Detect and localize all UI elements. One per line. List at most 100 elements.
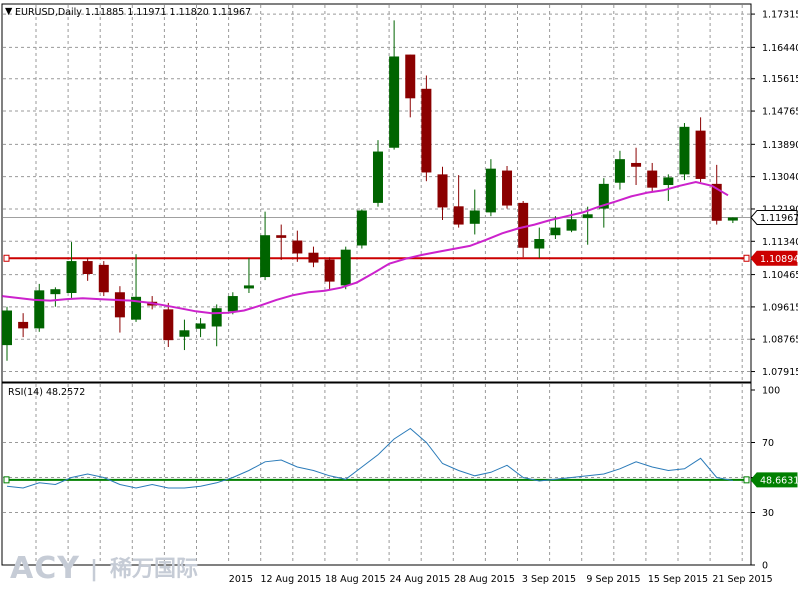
candle-body: [614, 159, 625, 183]
bear-candle: [18, 313, 29, 338]
price-panel-frame: [1, 3, 752, 383]
candle-body: [695, 130, 706, 179]
candle-body: [727, 217, 738, 221]
candle-body: [50, 289, 61, 295]
watermark-logo-text: ACY: [10, 551, 80, 586]
bull-candle: [2, 306, 12, 361]
bull-candle: [34, 283, 45, 332]
candle-body: [389, 56, 400, 148]
candle-body: [711, 183, 722, 221]
candle-body: [453, 206, 464, 225]
candle-body: [566, 219, 577, 231]
bear-candle: [453, 175, 464, 228]
bull-candle: [66, 242, 77, 298]
candle-body: [163, 309, 174, 341]
rsi-level-tag-text: 48.6631: [760, 475, 798, 486]
bear-candle: [98, 261, 109, 297]
current-price-tag-text: 1.11967: [760, 213, 798, 224]
bear-candle: [405, 54, 416, 118]
rsi-level-tag: 48.6631: [750, 472, 798, 488]
price-tags: 1.11967 1.10894 48.6631: [750, 209, 798, 488]
candle-body: [243, 285, 254, 289]
candle-body: [308, 252, 319, 263]
candle-body: [98, 264, 109, 293]
bear-candle: [421, 75, 432, 182]
date-tick-label: 18 Aug 2015: [325, 574, 386, 585]
candle-body: [598, 183, 609, 209]
bull-candle: [211, 304, 222, 347]
rsi-line: [6, 427, 733, 489]
bull-candle: [50, 287, 61, 307]
line-anchor-handle[interactable]: [743, 254, 750, 262]
bear-candle: [502, 166, 513, 209]
candle-body: [518, 202, 529, 248]
price-axis-labels: 1.17315 1.16440 1.15615 1.14765 1.13890 1.130…: [751, 10, 798, 378]
horizontal-lines[interactable]: [3, 216, 751, 484]
candle-body: [276, 235, 287, 238]
bull-candle: [179, 319, 190, 351]
date-tick-label: 28 Aug 2015: [454, 574, 515, 585]
price-tick-label: 1.17315: [762, 10, 798, 21]
bull-candle: [550, 216, 561, 240]
rsi-level-tag-box: [750, 472, 798, 488]
candle-body: [663, 177, 674, 186]
bull-candle: [663, 174, 674, 201]
line-anchor-handle[interactable]: [743, 476, 750, 484]
candle-body: [582, 214, 593, 219]
bull-candle: [195, 318, 206, 338]
bull-candle: [389, 20, 400, 150]
date-tick-label: 15 Sep 2015: [648, 574, 708, 585]
dropdown-arrow-icon[interactable]: ▼: [5, 6, 13, 17]
bear-candle: [631, 147, 642, 186]
bull-candle: [598, 178, 609, 228]
bear-candle: [292, 230, 303, 262]
bull-candle: [485, 159, 496, 217]
rsi-header: RSI(14) 48.2572: [8, 387, 85, 398]
bull-candle: [679, 123, 690, 181]
bear-candle: [114, 286, 125, 333]
price-tick-label: 1.08765: [762, 335, 798, 346]
line-anchor-handle[interactable]: [3, 254, 10, 262]
date-tick-label: 12 Aug 2015: [260, 574, 321, 585]
bear-candle: [711, 164, 722, 225]
watermark-cjk-text: 稀万国际: [110, 556, 198, 582]
date-tick-label: 3 Sep 2015: [522, 574, 576, 585]
bear-candle: [695, 117, 706, 182]
date-tick-label: 24 Aug 2015: [389, 574, 450, 585]
price-tick-label: 1.15615: [762, 74, 798, 85]
bear-candle: [647, 162, 658, 192]
candle-body: [340, 249, 351, 286]
candle-body: [292, 240, 303, 254]
bull-candle: [469, 189, 480, 235]
bull-candle: [131, 254, 142, 322]
bull-candle: [243, 258, 254, 294]
candle-body: [66, 261, 77, 294]
price-tick-label: 1.09615: [762, 302, 798, 313]
candle-body: [647, 170, 658, 188]
price-tick-label: 1.07915: [762, 367, 798, 378]
candle-body: [437, 174, 448, 208]
candle-body: [195, 323, 206, 329]
price-tick-label: 1.11340: [762, 237, 798, 248]
moving-average-line: [2, 180, 729, 315]
bull-candle: [614, 150, 625, 190]
symbol-header: EURUSD,Daily 1.11885 1.11971 1.11820 1.1…: [15, 7, 251, 18]
bear-candle: [437, 166, 448, 220]
rsi-grid: [3, 384, 750, 564]
rsi-tick-label: 30: [762, 508, 774, 519]
time-axis-labels: 2015 12 Aug 2015 18 Aug 2015 24 Aug 2015 28 …: [229, 574, 773, 585]
bull-candle: [340, 246, 351, 290]
candle-body: [34, 290, 45, 329]
candle-body: [679, 126, 690, 175]
candle-body: [18, 321, 29, 329]
bear-candle: [308, 246, 319, 268]
bull-candle: [227, 292, 238, 315]
line-anchor-handle[interactable]: [3, 476, 10, 484]
support-price-tag-box: [750, 250, 798, 266]
candle-body: [405, 54, 416, 99]
candle-body: [356, 210, 367, 246]
support-price-tag-text: 1.10894: [760, 254, 798, 265]
price-tick-label: 1.13040: [762, 172, 798, 183]
bull-candle: [582, 206, 593, 245]
